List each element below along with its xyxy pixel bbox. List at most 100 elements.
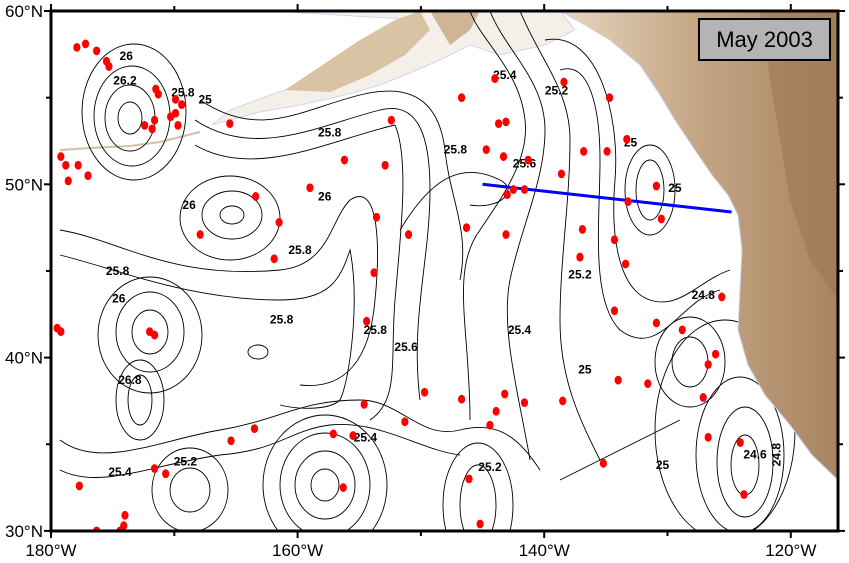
station-dot [492,406,500,416]
coastline [558,11,838,481]
station-dot [740,490,748,499]
contour-label: 25.8 [364,323,388,337]
station-dot [520,185,529,194]
station-dot [599,458,607,468]
station-dot [580,146,588,156]
contour-label: 26.2 [113,73,137,87]
station-dot [699,393,707,402]
station-dot [329,429,337,439]
axes: 180°W 160°W 140°W 120°W 60°N 50°N 40°N 30°N [5,2,845,560]
station-dot [349,431,357,440]
contour-label: 26 [182,198,196,212]
contour-label: 26 [318,189,332,203]
contour-label: 24.6 [743,448,767,462]
station-dot [372,212,381,222]
contour-label: 26 [112,292,126,306]
station-dot [457,394,466,404]
title-box: May 2003 [698,18,831,61]
station-dot [499,152,508,161]
contour-label: 25.8 [318,125,342,139]
station-dot [657,214,665,224]
contour-labels: 26 26.2 25.8 25 25.8 25.8 25.4 25.2 25.6 25 25 26 26… [106,49,783,479]
contour-label: 25 [668,181,682,195]
station-dot [154,89,162,99]
station-dot [621,259,630,269]
x-tick-label: 140°W [519,541,570,560]
station-dot [503,190,511,200]
station-dot [75,481,83,491]
contour-label: 24.8 [692,288,716,302]
contour-label: 26 [120,49,134,63]
station-dot [491,74,499,83]
station-dot [610,306,619,316]
station-dot [502,117,510,127]
station-dot [524,155,532,165]
station-dot [614,375,622,385]
contour-label: 25.4 [508,323,532,337]
y-tick-label: 40°N [5,349,43,368]
contour-label: 25 [198,92,212,106]
station-dot [81,39,90,49]
x-tick-label: 120°W [765,541,816,560]
station-dot [465,474,473,484]
station-dot [250,424,259,434]
station-dot [93,46,101,56]
station-dot [610,235,619,245]
station-dot [150,464,159,473]
station-dot [486,420,494,430]
station-dot [502,230,510,239]
contour-label: 25.4 [108,465,132,479]
station-dot [162,469,170,479]
station-dot [624,197,632,207]
station-dot [363,316,371,326]
station-dot [370,268,378,278]
contour-label: 25.4 [354,430,378,444]
station-dot [150,330,159,340]
x-tick-label: 160°W [272,541,323,560]
station-dot [226,119,234,129]
station-dot [57,327,65,337]
station-dot [252,192,260,201]
contour-label: 25.2 [545,84,569,98]
station-dot [148,124,156,134]
station-dot [62,160,70,170]
contour-label: 25.2 [174,455,198,469]
station-dot [339,483,347,492]
station-dot [171,94,180,104]
station-dot [141,120,149,130]
station-dot [401,417,409,427]
station-dot [605,93,614,103]
contour-label: 25.6 [394,340,418,354]
station-dot [420,387,429,397]
station-dot [711,349,720,359]
station-dot [704,360,712,369]
contour-label: 25.4 [493,68,517,82]
station-dot [520,398,529,408]
station-dot [509,185,517,194]
station-dot [457,93,466,103]
contour-label: 25.8 [106,264,130,278]
station-dot [559,396,567,406]
station-dot [603,146,611,156]
station-dot [644,379,652,388]
station-dot [704,432,712,442]
station-dot [476,519,484,529]
contour-label: 25.6 [513,157,537,171]
contour-label: 25 [578,363,592,377]
station-dot [462,223,471,233]
map-title: May 2003 [716,26,813,52]
station-dot [105,62,113,71]
station-dot [501,389,509,399]
station-dot [196,230,204,239]
station-dot [387,115,395,125]
station-dot [306,183,314,193]
station-dot [121,510,129,520]
y-tick-label: 50°N [5,175,43,194]
x-tick-label: 180°W [25,541,76,560]
station-dot [652,181,661,191]
contour-label: 26.8 [118,373,142,387]
contour-label: 24.8 [769,443,783,467]
station-dot [64,176,72,186]
station-dot [73,42,81,52]
station-dot [150,115,159,125]
